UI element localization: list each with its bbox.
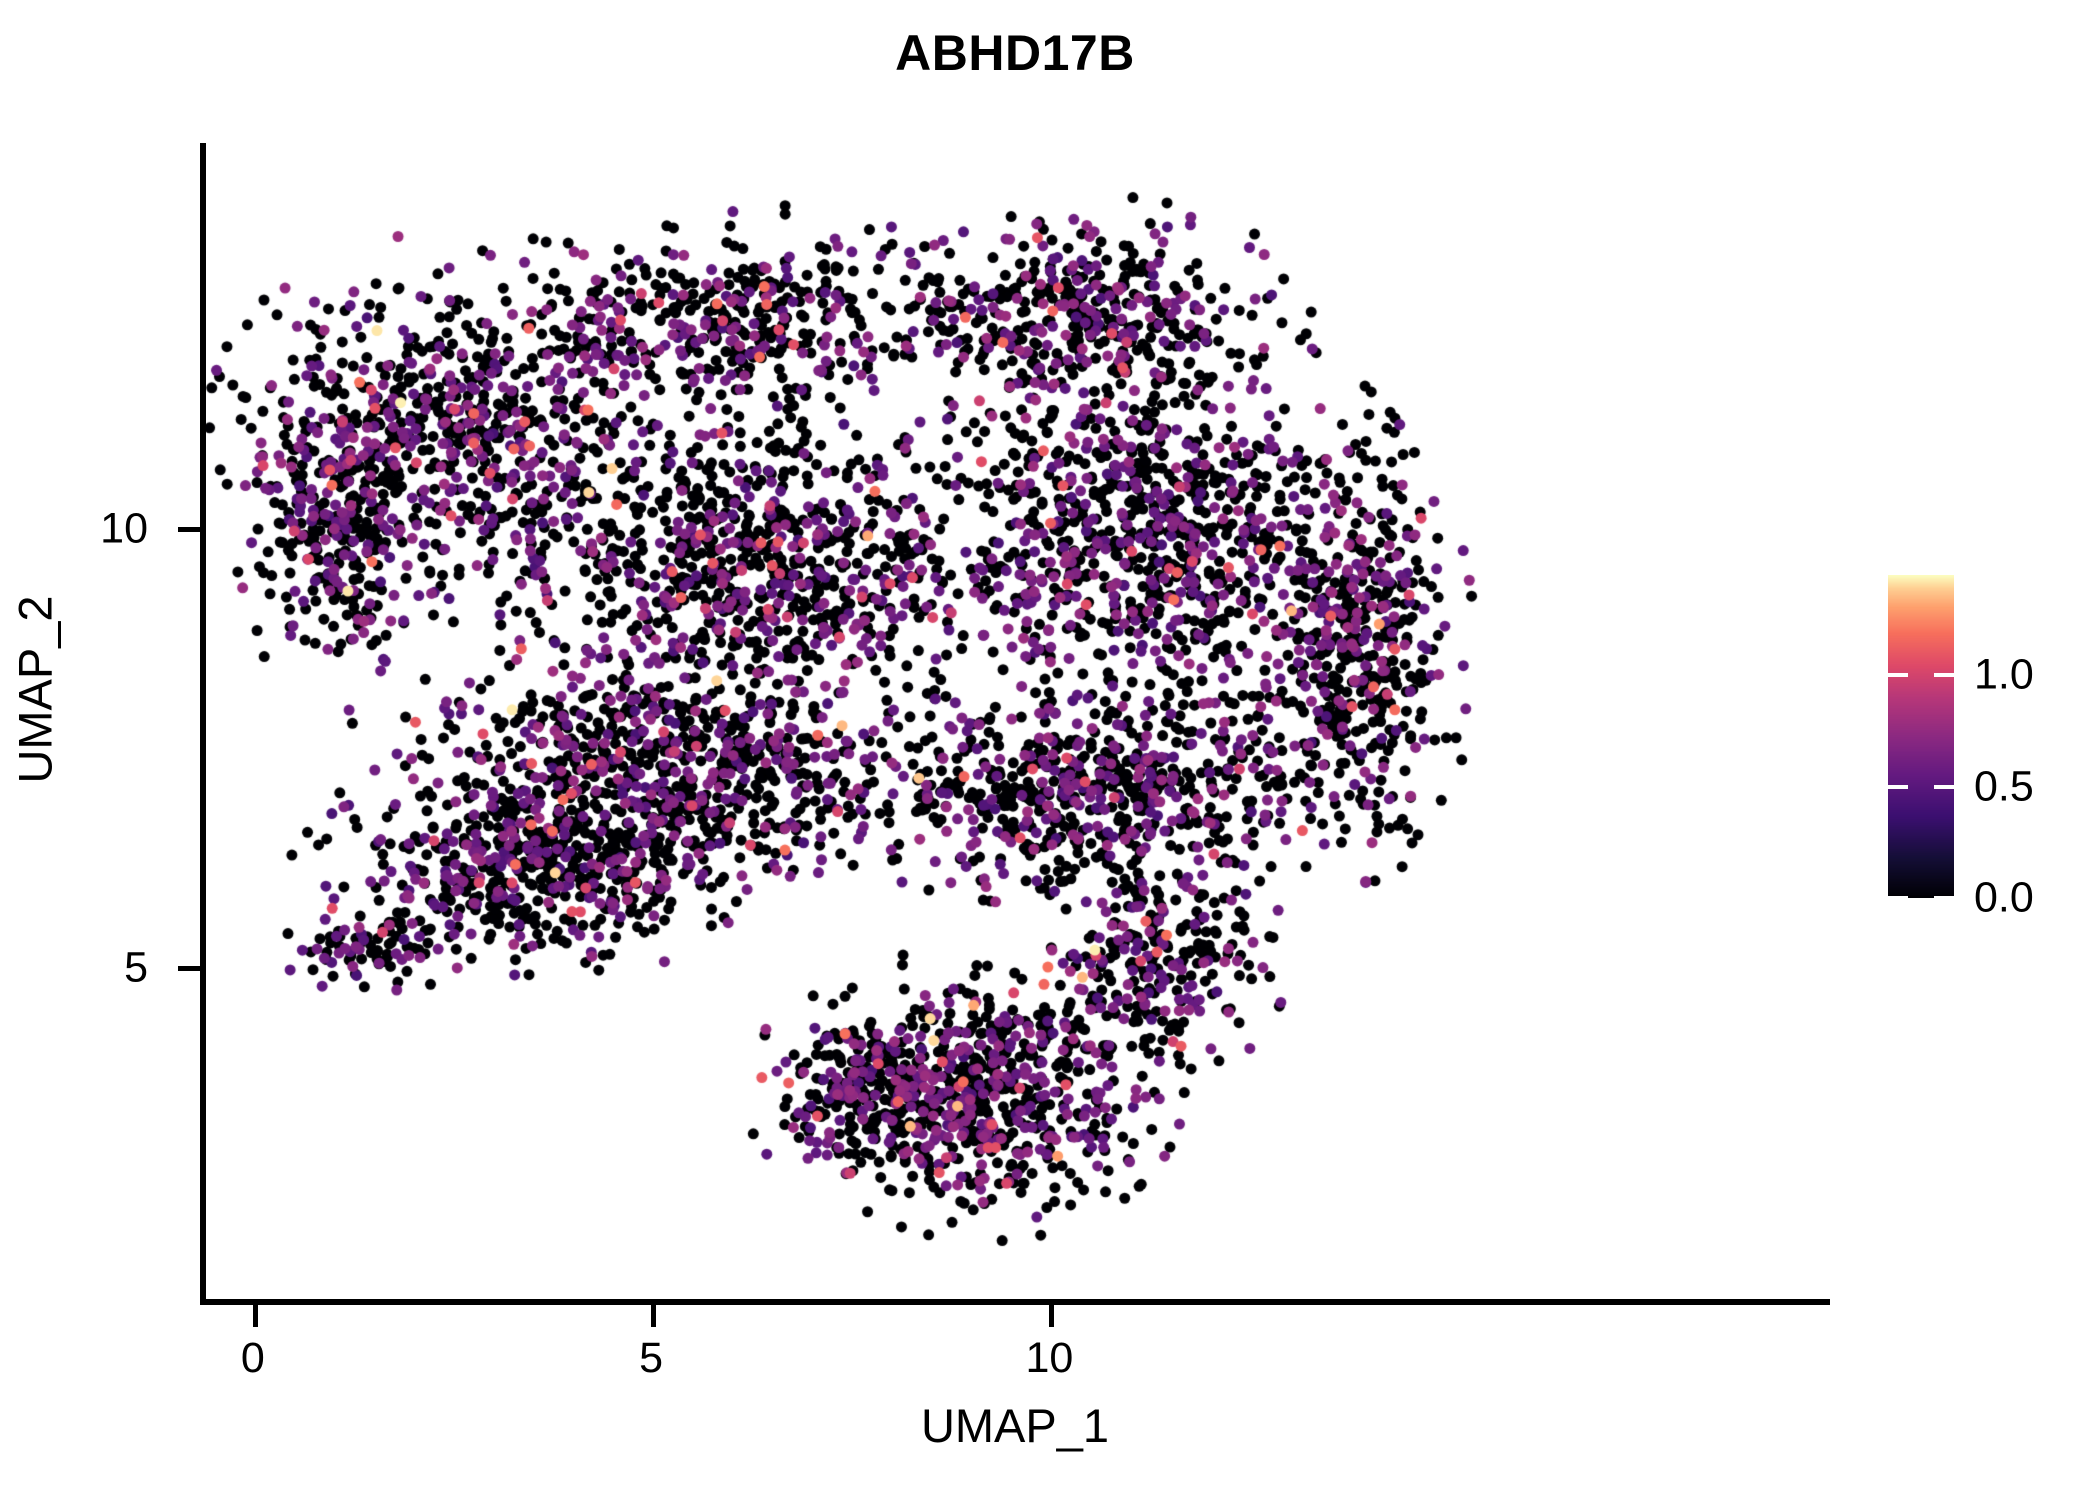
x-tick-mark-5 [651, 1305, 657, 1327]
x-axis-line [200, 1299, 1830, 1305]
y-tick-mark-10 [178, 527, 200, 533]
colorbar-label-1p0: 1.0 [1974, 650, 2034, 699]
plot-panel [205, 143, 1830, 1302]
y-tick-mark-5 [178, 966, 200, 972]
colorbar-ticks [1888, 575, 1954, 900]
scatter-plot-canvas [205, 143, 1830, 1302]
colorbar-label-0p5: 0.5 [1974, 762, 2034, 811]
y-axis-title: UMAP_2 [8, 595, 62, 784]
x-tick-label-10: 10 [1025, 1334, 1074, 1382]
colorbar-gradient [1888, 575, 1954, 898]
y-axis-line [200, 143, 206, 1305]
x-axis-title: UMAP_1 [920, 1399, 1110, 1452]
x-tick-label-5: 5 [639, 1334, 664, 1382]
y-tick-label-10: 10 [100, 504, 148, 553]
x-tick-mark-10 [1049, 1305, 1055, 1327]
x-tick-mark-0 [252, 1305, 258, 1327]
page-title: ABHD17B [895, 25, 1135, 81]
colorbar-label-0p0: 0.0 [1974, 873, 2034, 922]
x-tick-label-0: 0 [240, 1334, 265, 1382]
y-tick-label-5: 5 [124, 943, 148, 992]
